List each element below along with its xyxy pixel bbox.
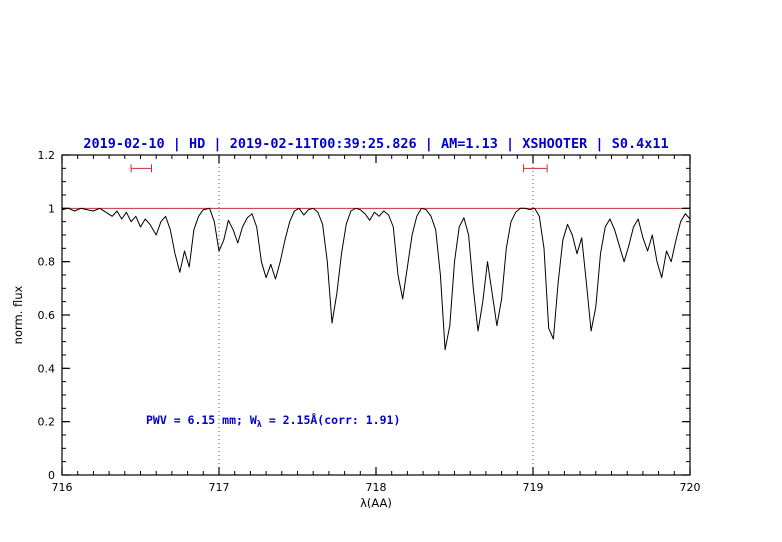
plot-title: 2019-02-10 | HD | 2019-02-11T00:39:25.82… bbox=[83, 136, 669, 152]
annotation-suffix: = 2.15Å(corr: 1.91) bbox=[261, 413, 401, 427]
annotation-prefix: PWV = 6.15 mm; W bbox=[146, 413, 257, 427]
x-tick-label: 719 bbox=[523, 481, 544, 494]
x-tick-label: 718 bbox=[366, 481, 387, 494]
x-axis-label: λ(AA) bbox=[360, 496, 392, 510]
y-tick-label: 0.6 bbox=[38, 309, 56, 322]
x-tick-label: 716 bbox=[52, 481, 73, 494]
spectrum-line bbox=[61, 207, 691, 351]
y-tick-label: 0 bbox=[48, 469, 55, 482]
y-axis-label: norm. flux bbox=[11, 285, 25, 344]
y-tick-label: 1.2 bbox=[38, 149, 56, 162]
y-tick-label: 0.2 bbox=[38, 416, 56, 429]
y-tick-label: 0.8 bbox=[38, 256, 56, 269]
annotation-lambda-subscript: λ bbox=[256, 420, 262, 430]
y-tick-label: 0.4 bbox=[38, 362, 56, 375]
x-tick-label: 720 bbox=[680, 481, 701, 494]
pwv-annotation: PWV = 6.15 mm; Wλ = 2.15Å(corr: 1.91) bbox=[146, 413, 400, 430]
y-tick-label: 1 bbox=[48, 202, 55, 215]
x-tick-label: 717 bbox=[209, 481, 230, 494]
